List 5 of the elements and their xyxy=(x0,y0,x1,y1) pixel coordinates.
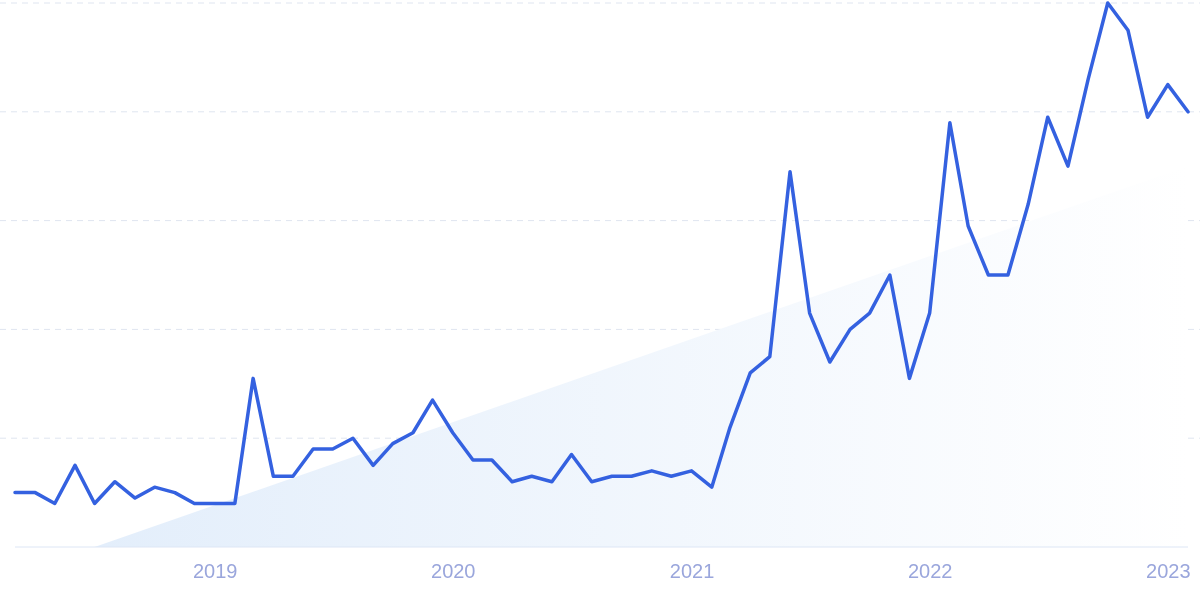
x-tick-label: 2019 xyxy=(192,560,238,583)
x-tick-label: 2023 xyxy=(1146,560,1191,583)
x-tick-label: 2021 xyxy=(669,560,715,583)
x-tick-label: 2022 xyxy=(907,560,953,583)
x-tick-label: 2020 xyxy=(431,560,476,583)
